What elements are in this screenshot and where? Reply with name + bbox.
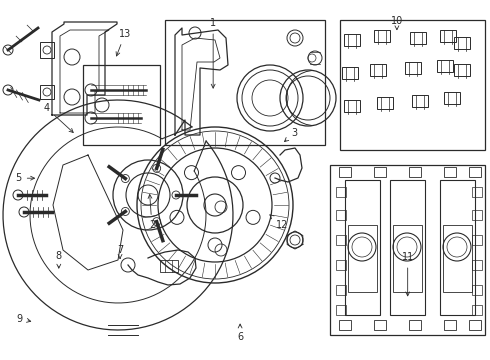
Bar [336,260,346,270]
Bar [444,92,460,104]
Text: 10: 10 [391,16,403,30]
Bar [374,320,386,330]
Bar [83,65,160,145]
Text: 6: 6 [237,324,243,342]
Bar [444,320,456,330]
Bar [336,285,346,295]
Bar [444,167,456,177]
Bar [342,67,358,79]
Bar [339,320,351,330]
Bar [374,167,386,177]
Bar [472,260,482,270]
Bar [336,305,346,315]
Text: 8: 8 [56,251,62,268]
Bar [409,167,421,177]
Bar [469,320,481,330]
Text: 13: 13 [116,29,131,56]
Text: 1: 1 [210,18,216,88]
Bar [472,235,482,245]
Bar [454,37,470,49]
Bar [345,180,380,315]
Bar [393,225,422,292]
Text: 3: 3 [285,128,297,141]
Bar [377,97,393,109]
Bar [440,30,456,42]
Bar [437,60,453,72]
Bar [443,225,472,292]
Bar [160,260,178,272]
Bar [336,210,346,220]
Bar [440,180,475,315]
Bar [370,64,386,76]
Bar [472,187,482,197]
Bar [165,20,325,145]
Bar [339,167,351,177]
Text: 7: 7 [117,245,123,258]
Text: 12: 12 [270,215,288,230]
Text: 9: 9 [17,314,31,324]
Bar [390,180,425,315]
Bar [344,34,360,46]
Bar [410,32,426,44]
Bar [472,210,482,220]
Text: 5: 5 [16,173,34,183]
Bar [336,235,346,245]
Bar [472,305,482,315]
Bar [336,187,346,197]
Text: 11: 11 [402,252,414,296]
Bar [405,62,421,74]
Bar [412,95,428,107]
Bar [454,64,470,76]
Bar [40,85,54,99]
Bar [469,167,481,177]
Bar [409,320,421,330]
Bar [340,20,485,150]
Bar [344,100,360,112]
Bar [348,225,377,292]
Bar [40,42,54,58]
Bar [472,285,482,295]
Bar [374,30,390,42]
Bar [330,165,485,335]
Text: 2: 2 [148,194,155,230]
Text: 4: 4 [44,103,73,132]
